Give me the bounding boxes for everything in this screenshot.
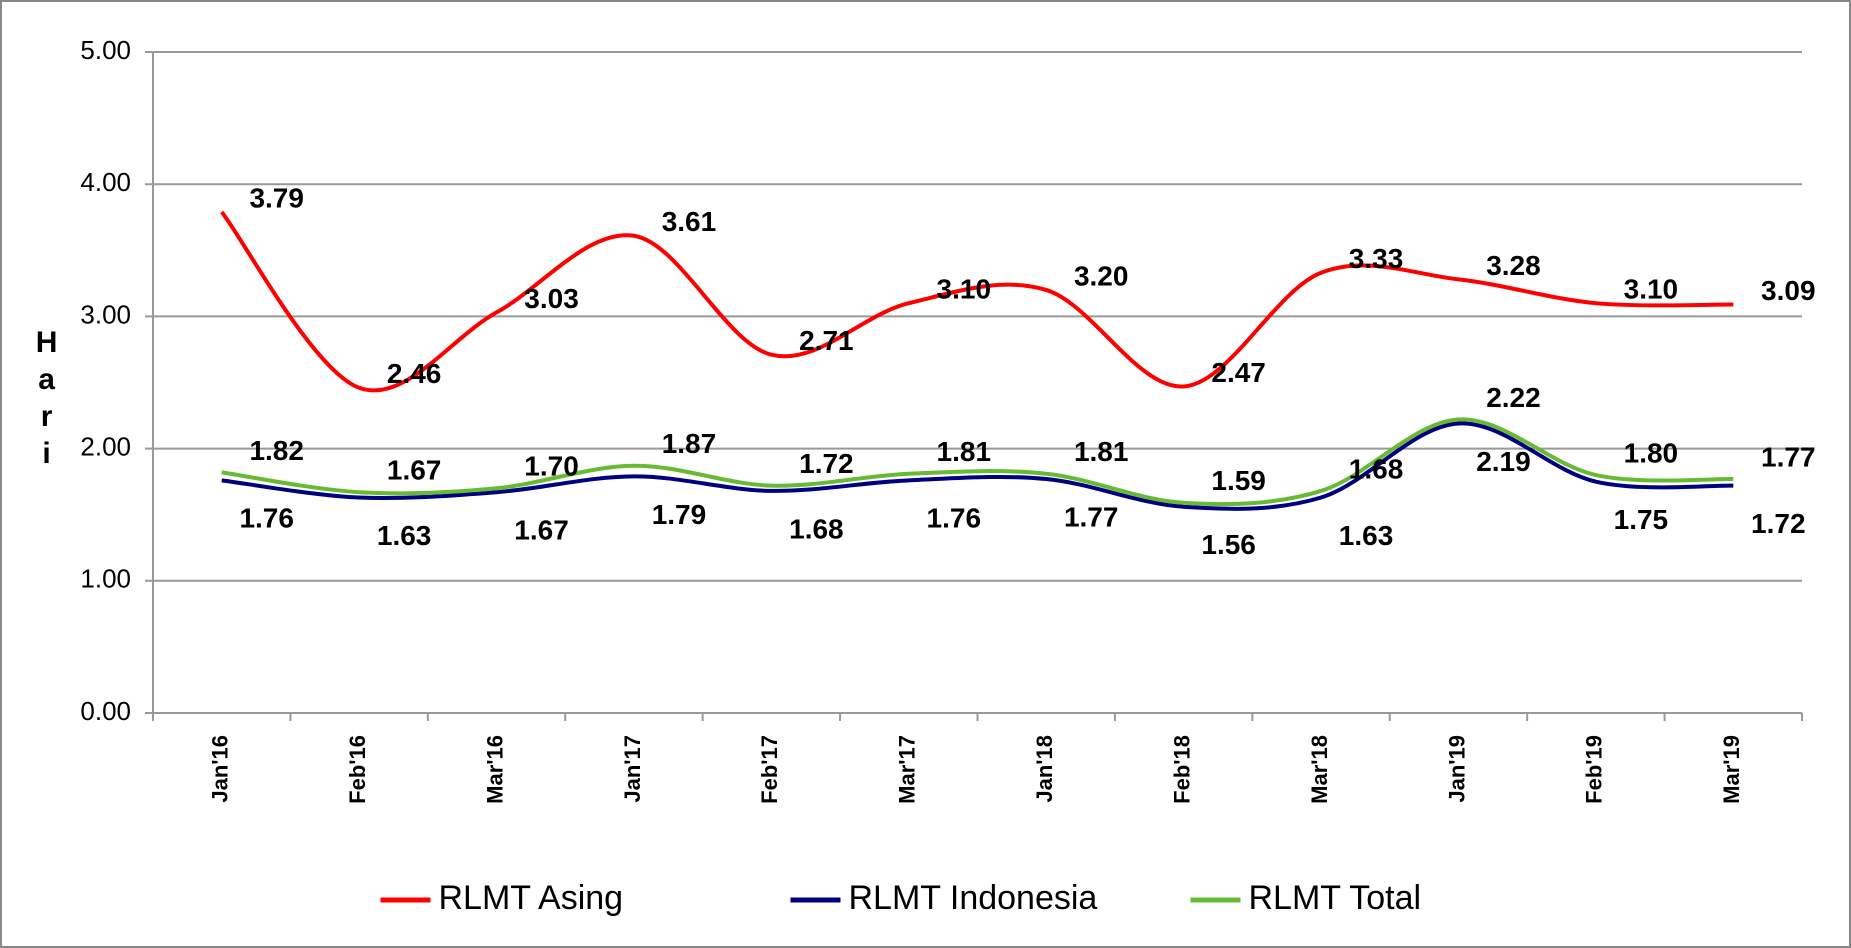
data-label: 2.71 [799,325,854,356]
data-label: 1.63 [377,520,432,551]
data-label: 1.63 [1339,520,1394,551]
data-label: 1.56 [1201,529,1256,560]
y-axis-label: Hari [30,326,63,474]
legend-label: RLMT Total [1249,879,1422,917]
data-label: 1.77 [1064,501,1119,532]
data-label: 3.33 [1349,243,1404,274]
data-label: 1.67 [387,455,442,486]
y-tick-label: 3.00 [80,299,131,329]
x-tick-label: Jan'19 [1444,735,1469,803]
data-label: 1.68 [789,513,844,544]
data-label: 3.20 [1074,260,1129,291]
data-label: 3.09 [1761,275,1816,306]
x-tick-label: Feb'16 [345,735,370,804]
data-label: 3.10 [1624,274,1679,305]
series-line [221,417,1734,507]
data-label: 1.59 [1211,465,1266,496]
data-label: 1.76 [927,503,982,534]
y-tick-label: 5.00 [80,35,131,65]
x-tick-label: Jan'17 [620,735,645,803]
data-label: 2.46 [387,358,442,389]
data-label: 1.76 [239,503,294,534]
data-label: 1.77 [1761,441,1816,472]
x-tick-label: Mar'18 [1307,735,1332,804]
y-tick-label: 0.00 [80,696,131,726]
data-label: 2.47 [1211,357,1266,388]
data-label: 1.75 [1614,504,1669,535]
data-label: 1.79 [652,499,707,530]
data-label: 2.22 [1486,382,1541,413]
x-tick-label: Mar'17 [895,735,920,804]
data-label: 3.10 [937,274,992,305]
y-tick-label: 4.00 [80,167,131,197]
x-tick-label: Jan'18 [1032,735,1057,803]
series-line [220,210,1734,393]
data-label: 1.72 [1751,508,1806,539]
data-label: 2.19 [1476,446,1531,477]
data-label: 1.80 [1624,437,1679,468]
data-label: 1.70 [524,451,579,482]
data-label: 3.03 [524,283,579,314]
legend-label: RLMT Asing [439,879,624,917]
data-label: 1.68 [1349,453,1404,484]
y-tick-label: 1.00 [80,564,131,594]
data-label: 1.72 [799,448,854,479]
x-tick-label: Mar'16 [482,735,507,804]
data-label: 1.87 [662,428,717,459]
x-tick-label: Jan'16 [208,735,233,803]
x-tick-label: Feb'18 [1169,735,1194,804]
x-tick-label: Feb'19 [1582,735,1607,804]
data-label: 1.81 [937,436,992,467]
data-label: 1.81 [1074,436,1129,467]
data-label: 3.79 [249,182,304,213]
data-label: 3.28 [1486,250,1541,281]
data-label: 1.67 [514,515,569,546]
y-tick-label: 2.00 [80,431,131,461]
legend-label: RLMT Indonesia [849,879,1098,917]
x-tick-label: Feb'17 [757,735,782,804]
data-label: 1.82 [249,435,304,466]
x-tick-label: Mar'19 [1719,735,1744,804]
data-label: 3.61 [662,206,717,237]
series-line [221,421,1734,511]
